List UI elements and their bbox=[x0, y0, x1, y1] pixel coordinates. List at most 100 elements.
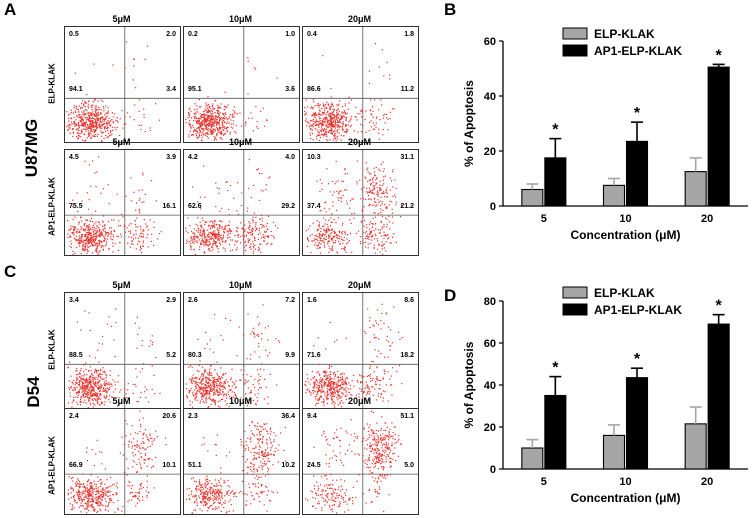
bar-elp-klak bbox=[684, 423, 707, 470]
quadrant-value: 3.4 bbox=[69, 297, 79, 304]
y-tick-label: 60 bbox=[484, 36, 496, 48]
quadrant-value: 21.2 bbox=[400, 203, 414, 211]
significance-star: * bbox=[716, 298, 723, 315]
quadrant-value: 2.3 bbox=[188, 413, 198, 420]
quadrant-value: 0.5 bbox=[69, 31, 79, 38]
flow-concentration-label: 10μM bbox=[228, 280, 252, 290]
bar-ap1-elp-klak bbox=[707, 66, 730, 207]
bar-chart-d: 0 20 40 60 80 * 5 * 10 * 20 Concentration (μM) % of … bbox=[462, 286, 748, 505]
x-axis-label: Concentration (μM) bbox=[571, 228, 681, 242]
quadrant-value: 1.6 bbox=[307, 297, 317, 304]
quadrant-value: 36.4 bbox=[281, 413, 295, 420]
quadrant-value: 10.2 bbox=[281, 462, 295, 470]
quadrant-value: 10.1 bbox=[162, 462, 176, 470]
quadrant-value: 16.1 bbox=[162, 203, 176, 211]
legend-swatch bbox=[562, 286, 588, 299]
quadrant-value: 0.4 bbox=[307, 31, 317, 38]
bar-elp-klak bbox=[684, 171, 707, 207]
quadrant-value: 2.0 bbox=[166, 31, 176, 38]
quadrant-value: 37.4 bbox=[307, 203, 321, 211]
flow-plot-panel: 0.4 1.8 86.6 11.2 bbox=[302, 26, 419, 143]
flow-scatter bbox=[303, 150, 418, 255]
quadrant-value: 2.6 bbox=[188, 297, 198, 304]
significance-star: * bbox=[552, 122, 559, 139]
scatter-dots bbox=[305, 160, 403, 255]
significance-star: * bbox=[634, 351, 641, 368]
panel-letter-c: C bbox=[4, 262, 17, 281]
scatter-dots bbox=[185, 57, 278, 142]
quadrant-value: 4.5 bbox=[69, 154, 79, 161]
flow-scatter bbox=[184, 150, 299, 255]
y-tick-label: 80 bbox=[484, 296, 496, 308]
panel-letter-d: D bbox=[444, 286, 457, 305]
y-tick-label: 40 bbox=[484, 91, 496, 103]
flow-scatter bbox=[184, 409, 299, 514]
quadrant-value: 5.2 bbox=[166, 352, 176, 360]
flow-scatter bbox=[65, 293, 180, 408]
bar-ap1-elp-klak bbox=[544, 157, 567, 207]
bar-elp-klak bbox=[602, 184, 626, 207]
significance-star: * bbox=[552, 360, 559, 377]
quadrant-value: 62.6 bbox=[188, 203, 202, 211]
flow-concentration-label: 10μM bbox=[228, 14, 252, 24]
y-axis-label: % of Apoptosis bbox=[462, 80, 476, 167]
panel-letter-b: B bbox=[444, 0, 457, 19]
quadrant-value: 3.4 bbox=[166, 86, 176, 94]
x-tick-label: 20 bbox=[701, 476, 713, 488]
quadrant-value: 95.1 bbox=[188, 86, 202, 94]
flow-plot-panel: 2.3 36.4 51.1 10.2 bbox=[183, 408, 300, 515]
quadrant-value: 9.4 bbox=[307, 413, 317, 420]
quadrant-value: 2.9 bbox=[166, 297, 176, 304]
quadrant-value: 3.9 bbox=[166, 154, 176, 161]
y-tick-label: 20 bbox=[484, 422, 496, 434]
flow-scatter bbox=[303, 293, 418, 408]
quadrant-value: 29.2 bbox=[281, 203, 295, 211]
quadrant-value: 10.3 bbox=[307, 154, 321, 161]
quadrant-value: 3.6 bbox=[285, 86, 295, 94]
quadrant-value: 24.5 bbox=[307, 462, 321, 470]
cell-line-d54: D54 bbox=[24, 376, 43, 408]
flow-plot-panel: 4.2 4.0 62.6 29.2 bbox=[183, 149, 300, 256]
x-tick-label: 20 bbox=[701, 213, 713, 225]
flow-scatter bbox=[184, 293, 299, 408]
scatter-dots bbox=[66, 41, 161, 142]
flow-scatter bbox=[65, 27, 180, 142]
quadrant-value: 75.5 bbox=[69, 203, 83, 211]
quadrant-value: 31.1 bbox=[400, 154, 414, 161]
quadrant-value: 4.0 bbox=[285, 154, 295, 161]
flow-scatter bbox=[65, 150, 180, 255]
quadrant-value: 20.6 bbox=[162, 413, 176, 420]
legend-swatch bbox=[562, 303, 588, 316]
cell-line-u87mg: U87MG bbox=[22, 118, 41, 178]
flow-row-label: ELP-KLAK bbox=[47, 328, 57, 370]
flow-plot-panel: 4.5 3.9 75.5 16.1 bbox=[64, 149, 181, 256]
flow-plot-panel: 1.6 8.6 71.6 18.2 bbox=[302, 292, 419, 409]
legend-label: ELP-KLAK bbox=[594, 286, 655, 300]
legend-swatch bbox=[562, 44, 588, 57]
legend-label: AP1-ELP-KLAK bbox=[594, 44, 682, 58]
y-tick-label: 40 bbox=[484, 380, 496, 392]
flow-concentration-label: 20μM bbox=[347, 137, 371, 147]
bar-ap1-elp-klak bbox=[707, 323, 730, 470]
flow-plot-panel: 2.4 20.6 66.9 10.1 bbox=[64, 408, 181, 515]
quadrant-value: 94.1 bbox=[69, 86, 83, 94]
bar-elp-klak bbox=[602, 434, 626, 470]
flow-row-label: AP1-ELP-KLAK bbox=[47, 176, 57, 236]
panel-letter-a: A bbox=[4, 0, 17, 19]
quadrant-value: 11.2 bbox=[400, 86, 414, 94]
flow-concentration-label: 20μM bbox=[347, 14, 371, 24]
quadrant-value: 1.8 bbox=[404, 31, 414, 38]
scatter-dots bbox=[67, 410, 167, 514]
flow-scatter bbox=[303, 409, 418, 514]
flow-concentration-label: 10μM bbox=[228, 396, 252, 406]
quadrant-value: 86.6 bbox=[307, 86, 321, 94]
flow-concentration-label: 5μM bbox=[112, 14, 131, 24]
quadrant-value: 80.3 bbox=[188, 352, 202, 360]
y-tick-label: 0 bbox=[490, 201, 496, 213]
flow-plot-panel: 2.6 7.2 80.3 9.9 bbox=[183, 292, 300, 409]
flow-concentration-label: 5μM bbox=[112, 396, 131, 406]
y-tick-label: 0 bbox=[490, 464, 496, 476]
quadrant-value: 5.0 bbox=[404, 462, 414, 470]
quadrant-value: 71.6 bbox=[307, 352, 321, 360]
flow-row-label: ELP-KLAK bbox=[47, 62, 57, 104]
